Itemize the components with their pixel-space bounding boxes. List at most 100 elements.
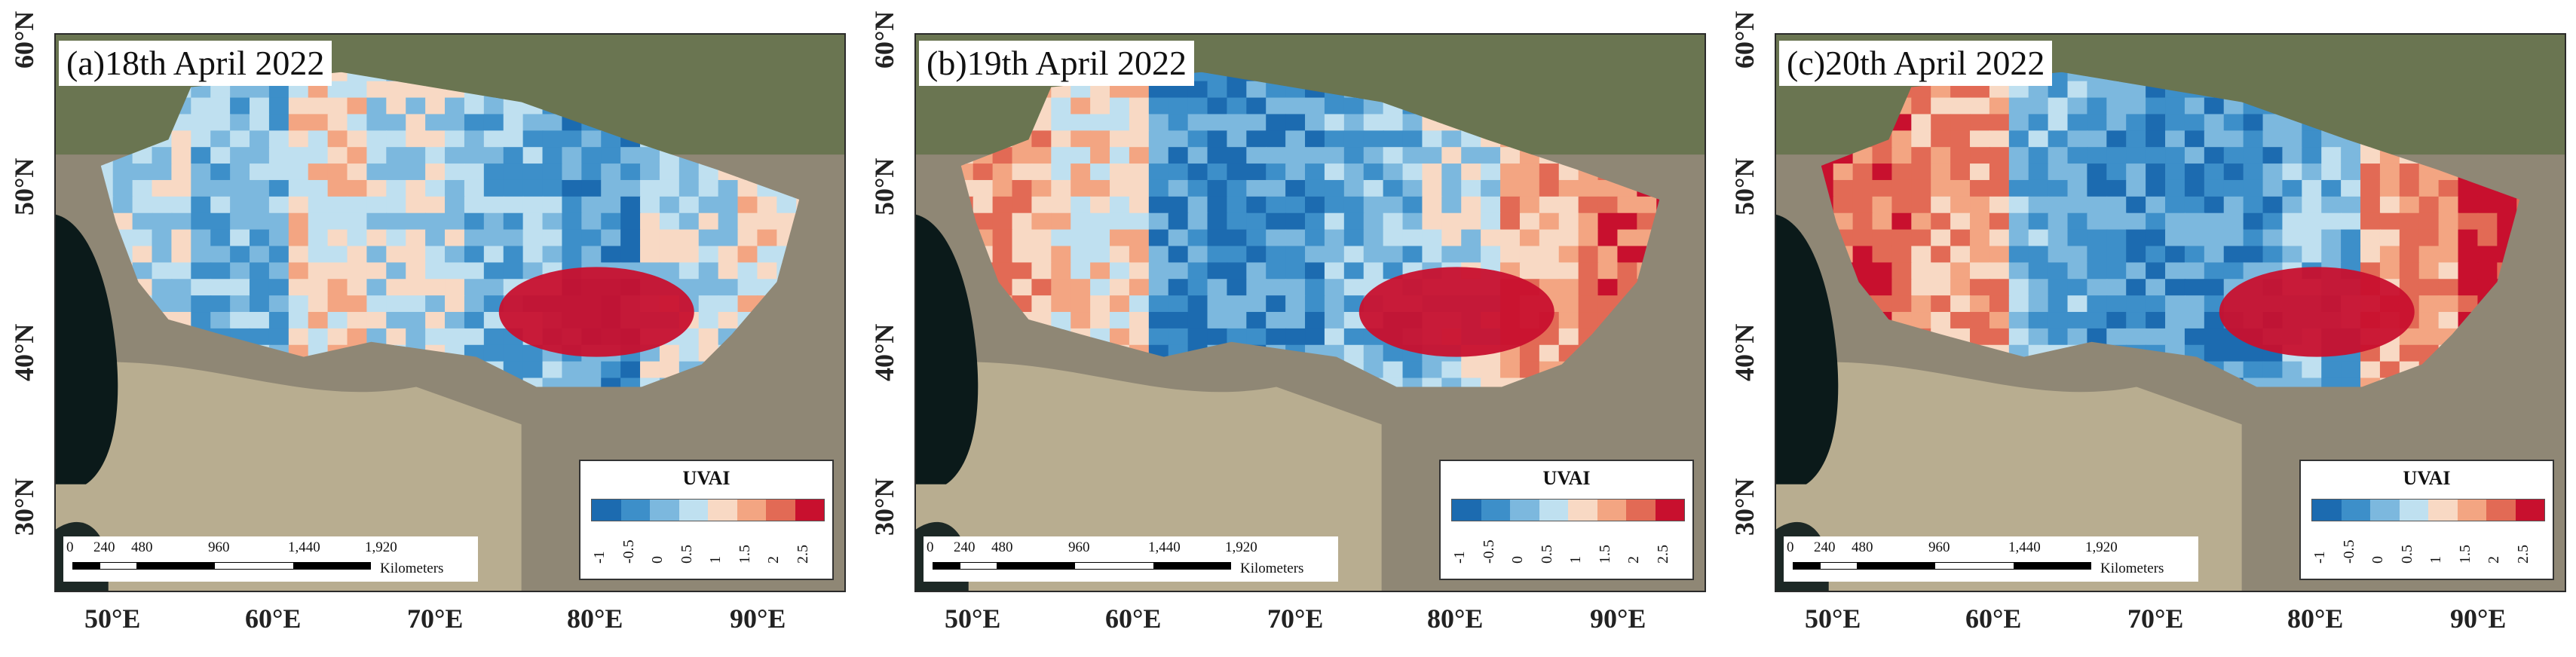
lon-label: 80°E bbox=[2287, 604, 2344, 634]
lon-label: 60°E bbox=[245, 604, 302, 634]
terrain-desert-south bbox=[916, 362, 1382, 591]
legend-colorbar bbox=[1451, 499, 1685, 521]
scale-segment bbox=[137, 562, 214, 570]
terrain-desert-south bbox=[1776, 362, 2242, 591]
scale-tick: 960 bbox=[1928, 539, 1950, 555]
legend-tick: -0.5 bbox=[620, 539, 637, 564]
map-panel-2: (b)19th April 2022 UVAI -1 -0.5 0 0.5 1 1.5 2 2… bbox=[860, 0, 1716, 657]
legend-swatch bbox=[2399, 500, 2428, 521]
uvai-hotspot bbox=[2219, 267, 2415, 357]
scale-tick: 240 bbox=[93, 539, 115, 555]
terrain-desert-south bbox=[56, 362, 522, 591]
lon-label: 90°E bbox=[730, 604, 786, 634]
uvai-legend: UVAI -1 -0.5 0 0.5 1 1.5 2 2.5 bbox=[579, 460, 834, 580]
legend-tick: 2.5 bbox=[794, 545, 811, 564]
scale-tick: 1,440 bbox=[1148, 539, 1181, 555]
legend-colorbar bbox=[591, 499, 825, 521]
uvai-legend: UVAI -1 -0.5 0 0.5 1 1.5 2 2.5 bbox=[1439, 460, 1694, 580]
legend-tick: 0.5 bbox=[1538, 545, 1555, 564]
lat-label: 40°N bbox=[869, 323, 899, 381]
legend-tick: -1 bbox=[591, 551, 608, 564]
legend-swatch bbox=[1626, 500, 1656, 521]
legend-swatch bbox=[708, 500, 737, 521]
legend-tick: -0.5 bbox=[1480, 539, 1497, 564]
legend-tick: 1.5 bbox=[1596, 545, 1613, 564]
panel-title: (a)18th April 2022 bbox=[59, 41, 332, 86]
scale-segment bbox=[214, 562, 294, 570]
legend-swatch bbox=[650, 500, 679, 521]
legend-swatch bbox=[1568, 500, 1597, 521]
uvai-legend: UVAI -1 -0.5 0 0.5 1 1.5 2 2.5 bbox=[2299, 460, 2554, 580]
scale-segment bbox=[933, 562, 960, 570]
lat-label: 60°N bbox=[1729, 11, 1760, 69]
lat-label: 50°N bbox=[869, 157, 899, 215]
legend-swatch bbox=[592, 500, 621, 521]
lat-label: 30°N bbox=[1729, 478, 1760, 536]
scale-tick: 1,920 bbox=[365, 539, 397, 555]
scale-tick: 1,920 bbox=[1225, 539, 1257, 555]
legend-swatch bbox=[1597, 500, 1626, 521]
map-frame: (a)18th April 2022 UVAI -1 -0.5 0 0.5 1 1.5 2 2… bbox=[54, 33, 846, 592]
lon-label: 70°E bbox=[407, 604, 464, 634]
caspian-sea bbox=[1776, 214, 1839, 484]
lat-label: 50°N bbox=[9, 157, 39, 215]
uvai-map bbox=[56, 35, 844, 591]
legend-tick: 0 bbox=[2369, 556, 2386, 564]
map-panel-1: (a)18th April 2022 UVAI -1 -0.5 0 0.5 1 1.5 2 2… bbox=[0, 0, 856, 657]
scale-unit: Kilometers bbox=[1240, 561, 1304, 576]
lon-label: 60°E bbox=[1105, 604, 1162, 634]
scale-segment bbox=[997, 562, 1074, 570]
legend-swatch bbox=[2515, 500, 2544, 521]
scale-unit: Kilometers bbox=[380, 561, 444, 576]
scale-segment bbox=[100, 562, 137, 570]
lon-label: 60°E bbox=[1965, 604, 2022, 634]
scale-tick: 960 bbox=[1068, 539, 1090, 555]
scale-tick: 0 bbox=[1787, 539, 1794, 555]
legend-tick: 0 bbox=[1509, 556, 1526, 564]
legend-tick: -1 bbox=[1451, 551, 1468, 564]
caspian-sea bbox=[916, 214, 979, 484]
scale-segment bbox=[1154, 562, 1231, 570]
scale-tick: 1,440 bbox=[2008, 539, 2041, 555]
legend-swatch bbox=[737, 500, 766, 521]
scale-tick: 480 bbox=[991, 539, 1013, 555]
lon-label: 70°E bbox=[1267, 604, 1324, 634]
scale-segment bbox=[1934, 562, 2014, 570]
uvai-hotspot bbox=[498, 267, 694, 357]
legend-swatch bbox=[2341, 500, 2370, 521]
legend-swatch bbox=[766, 500, 795, 521]
scale-segment bbox=[294, 562, 371, 570]
scale-tick: 480 bbox=[131, 539, 153, 555]
legend-tick: 0.5 bbox=[678, 545, 695, 564]
legend-swatch bbox=[2457, 500, 2486, 521]
map-panel-3: (c)20th April 2022 UVAI -1 -0.5 0 0.5 1 1.5 2 2… bbox=[1720, 0, 2576, 657]
legend-tick: 2 bbox=[765, 556, 782, 564]
scale-segment bbox=[1858, 562, 1934, 570]
legend-swatch bbox=[2486, 500, 2516, 521]
scale-tick: 0 bbox=[927, 539, 934, 555]
lat-label: 30°N bbox=[869, 478, 899, 536]
legend-tick: 1.5 bbox=[2456, 545, 2473, 564]
lon-label: 90°E bbox=[1590, 604, 1646, 634]
legend-tick: 0 bbox=[649, 556, 666, 564]
scale-bar: 0 240 480 960 1,440 1,920 Kilometers bbox=[924, 536, 1338, 582]
map-frame: (c)20th April 2022 UVAI -1 -0.5 0 0.5 1 1.5 2 2… bbox=[1775, 33, 2566, 592]
uvai-map bbox=[916, 35, 1705, 591]
legend-swatch bbox=[1539, 500, 1568, 521]
lon-label: 50°E bbox=[1805, 604, 1861, 634]
scale-segment bbox=[1793, 562, 1820, 570]
legend-colorbar bbox=[2311, 499, 2545, 521]
legend-swatch bbox=[620, 500, 650, 521]
scale-bar: 0 240 480 960 1,440 1,920 Kilometers bbox=[63, 536, 478, 582]
lat-label: 30°N bbox=[9, 478, 39, 536]
legend-swatch bbox=[2370, 500, 2400, 521]
legend-tick: 2.5 bbox=[2514, 545, 2532, 564]
legend-tick: -0.5 bbox=[2340, 539, 2357, 564]
lat-label: 40°N bbox=[9, 323, 39, 381]
scale-segment bbox=[2014, 562, 2091, 570]
lon-label: 90°E bbox=[2450, 604, 2507, 634]
scale-segment bbox=[1074, 562, 1154, 570]
legend-title: UVAI bbox=[682, 467, 731, 489]
scale-segment bbox=[1820, 562, 1858, 570]
scale-tick: 0 bbox=[66, 539, 74, 555]
